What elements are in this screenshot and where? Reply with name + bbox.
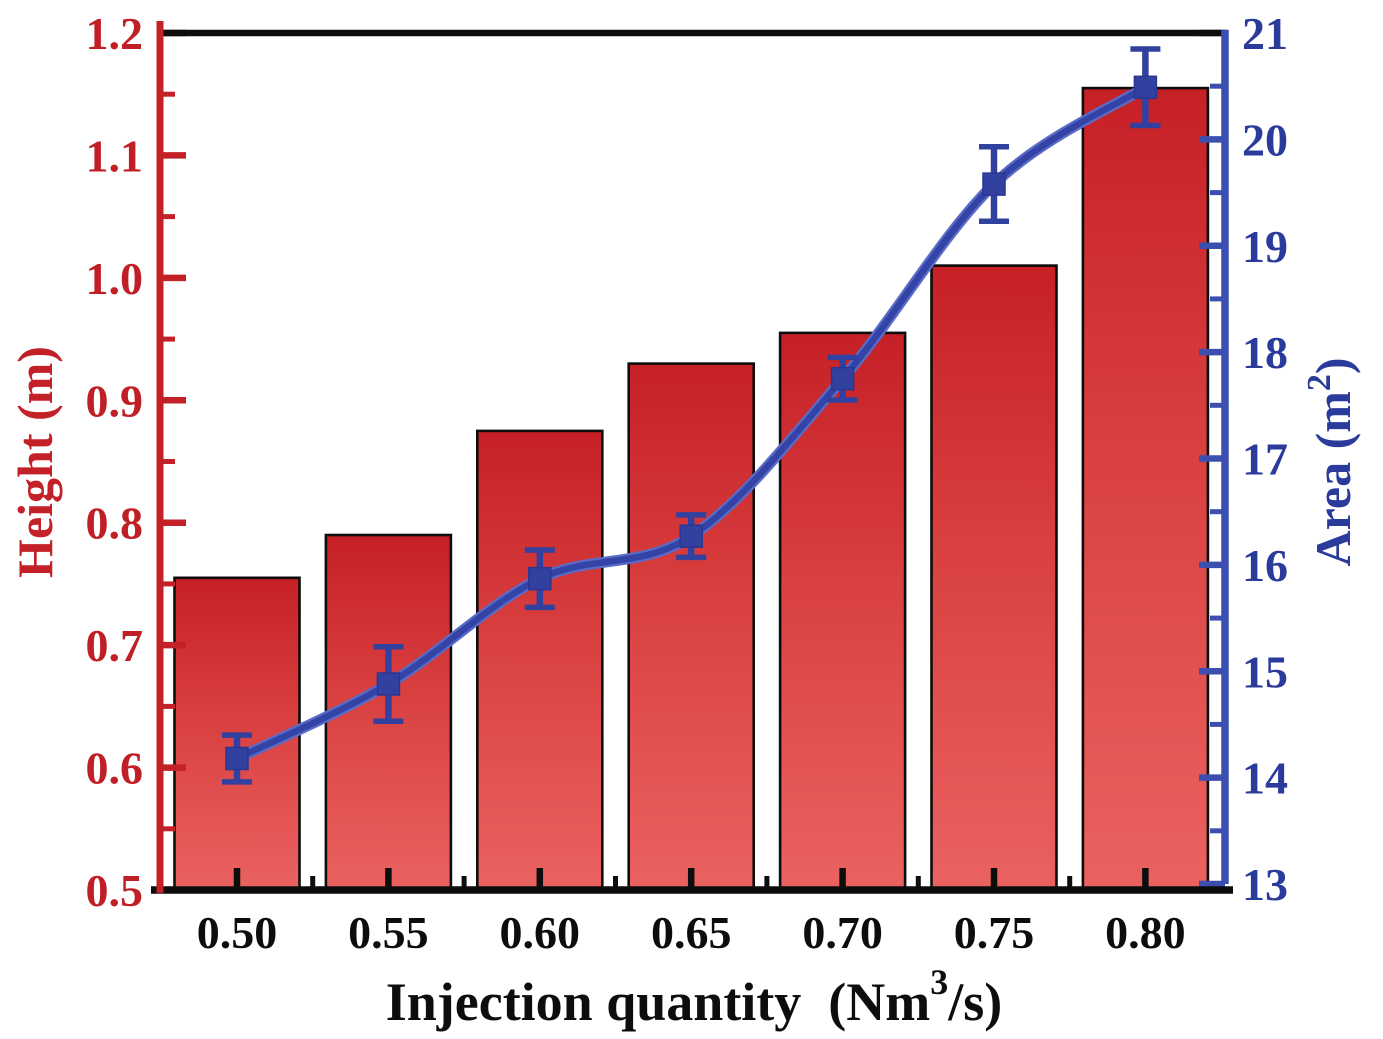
x-tick-label: 0.50 [197,907,278,958]
right-tick-label: 16 [1242,540,1288,591]
left-tick-label: 1.2 [86,8,144,59]
x-tick-label: 0.75 [954,907,1035,958]
right-tick-label: 21 [1242,8,1288,59]
area-marker [830,366,855,391]
right-tick-label: 17 [1242,434,1288,485]
area-marker [225,746,249,771]
left-tick-label: 1.0 [86,253,144,304]
x-tick-label: 0.70 [802,907,883,958]
height-bar [475,429,604,892]
area-markers [225,75,1158,771]
x-tick-label: 0.55 [348,907,429,958]
x-tick-labels: 0.50 0.55 0.60 0.65 0.70 0.75 0.80 [197,907,1186,958]
right-tick-label: 18 [1242,327,1288,378]
height-bars [173,86,1210,892]
x-tick-label: 0.60 [500,907,581,958]
superscript: 2 [1301,374,1338,391]
left-axis-title: Height (m) [7,346,63,578]
area-marker [982,172,1006,196]
x-axis-ticks [233,868,1149,888]
area-marker [376,672,401,696]
left-tick-label: 0.7 [86,620,144,671]
superscript: 3 [930,962,948,1002]
x-tick-label: 0.65 [651,907,732,958]
area-marker [679,524,703,548]
area-marker [1133,75,1158,100]
height-bar [930,264,1058,892]
right-tick-label: 14 [1242,753,1288,804]
left-tick-labels: 0.5 0.6 0.7 0.8 0.9 1.0 1.1 1.2 [86,8,144,916]
x-axis-title: Injection quantity (Nm3/s) [386,962,1003,1032]
left-tick-label: 0.5 [86,865,144,916]
height-bar [778,331,907,892]
axis-spines [151,21,1233,894]
height-bar [627,362,756,892]
right-tick-label: 20 [1242,114,1288,165]
height-bar [1081,86,1210,892]
right-tick-label: 13 [1242,859,1288,910]
right-axis-title: Area (m2) [1301,357,1361,566]
left-tick-label: 0.6 [86,743,144,794]
left-tick-label: 0.9 [86,375,144,426]
x-tick-label: 0.80 [1105,907,1186,958]
right-tick-label: 15 [1242,646,1288,697]
left-tick-label: 1.1 [86,130,144,181]
area-marker [528,566,552,591]
right-tick-labels: 13 14 15 16 17 18 19 20 21 [1242,8,1288,910]
left-tick-label: 0.8 [86,498,144,549]
right-tick-label: 19 [1242,221,1288,272]
